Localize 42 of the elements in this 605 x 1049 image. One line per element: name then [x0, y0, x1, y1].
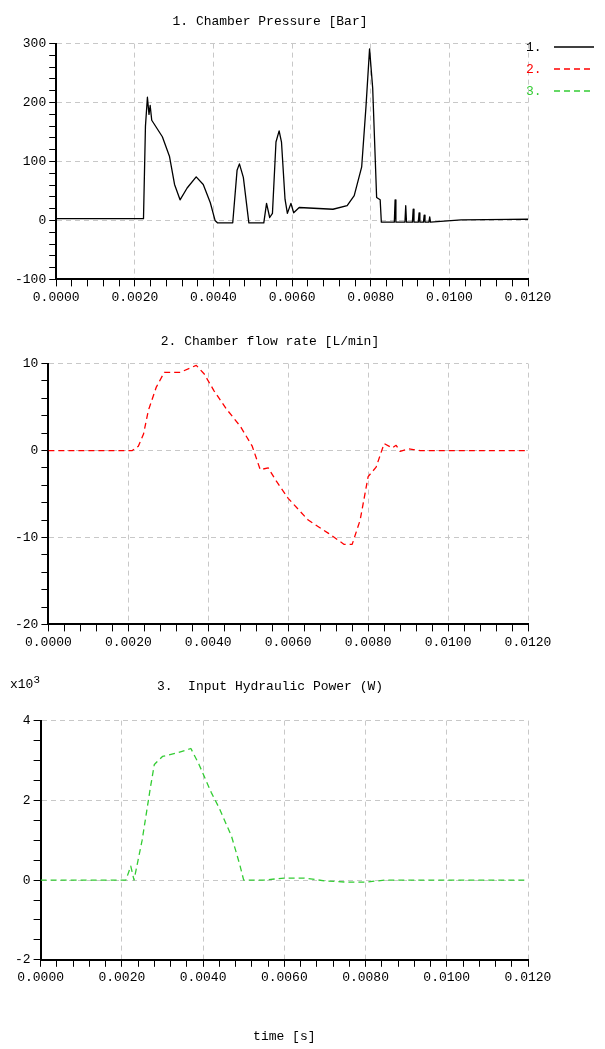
y-tick-label: 100: [22, 153, 47, 169]
x-tick-label: 0.0120: [504, 634, 552, 650]
x-tick-label: 0.0020: [98, 970, 146, 986]
x-tick-label: 0.0000: [25, 634, 72, 650]
x-tick-label: 0.0040: [184, 634, 232, 650]
legend-label: 3.: [526, 83, 543, 99]
y-tick-label: 200: [22, 94, 47, 110]
y-tick-label: -20: [15, 616, 39, 632]
y-tick-label: 10: [22, 356, 39, 372]
x-tick-label: 0.0100: [424, 634, 472, 650]
x-tick-label: 0.0020: [111, 289, 159, 305]
y-tick-label: 300: [22, 36, 47, 52]
y-tick-label: 0: [22, 872, 31, 888]
chart-title: 3. Input Hydraulic Power (W): [156, 679, 384, 695]
chart-title: 2. Chamber flow rate [L/min]: [160, 334, 380, 350]
legend-label: 1.: [526, 39, 543, 55]
legend-label: 2.: [526, 61, 543, 77]
x-tick-label: 0.0100: [423, 970, 471, 986]
y-tick-label: -10: [15, 529, 39, 545]
y-tick-label: 0: [30, 442, 39, 458]
y-tick-label: -2: [14, 952, 31, 968]
x-tick-label: 0.0040: [190, 289, 237, 305]
x-tick-label: 0.0080: [342, 970, 389, 986]
x-tick-label: 0.0020: [104, 634, 152, 650]
y-tick-label: 0: [38, 212, 47, 228]
x-tick-label: 0.0060: [264, 634, 312, 650]
x-axis-title: time [s]: [253, 1028, 316, 1044]
x-tick-label: 0.0040: [179, 970, 227, 986]
x-tick-label: 0.0100: [425, 289, 473, 305]
x-tick-label: 0.0120: [504, 970, 552, 986]
chart-title: 1. Chamber Pressure [Bar]: [172, 14, 368, 30]
y-tick-label: 4: [22, 713, 31, 729]
x-tick-label: 0.0080: [347, 289, 395, 305]
x-tick-label: 0.0000: [32, 289, 80, 305]
x-tick-label: 0.0080: [344, 634, 392, 650]
x-tick-label: 0.0060: [268, 289, 316, 305]
y-axis-title: x10$^{3}$: [10, 673, 40, 695]
x-tick-label: 0.0120: [504, 289, 552, 305]
x-tick-label: 0.0060: [260, 970, 308, 986]
x-tick-label: 0.0000: [17, 970, 65, 986]
y-tick-label: 2: [22, 792, 31, 808]
y-tick-label: -100: [14, 271, 47, 287]
